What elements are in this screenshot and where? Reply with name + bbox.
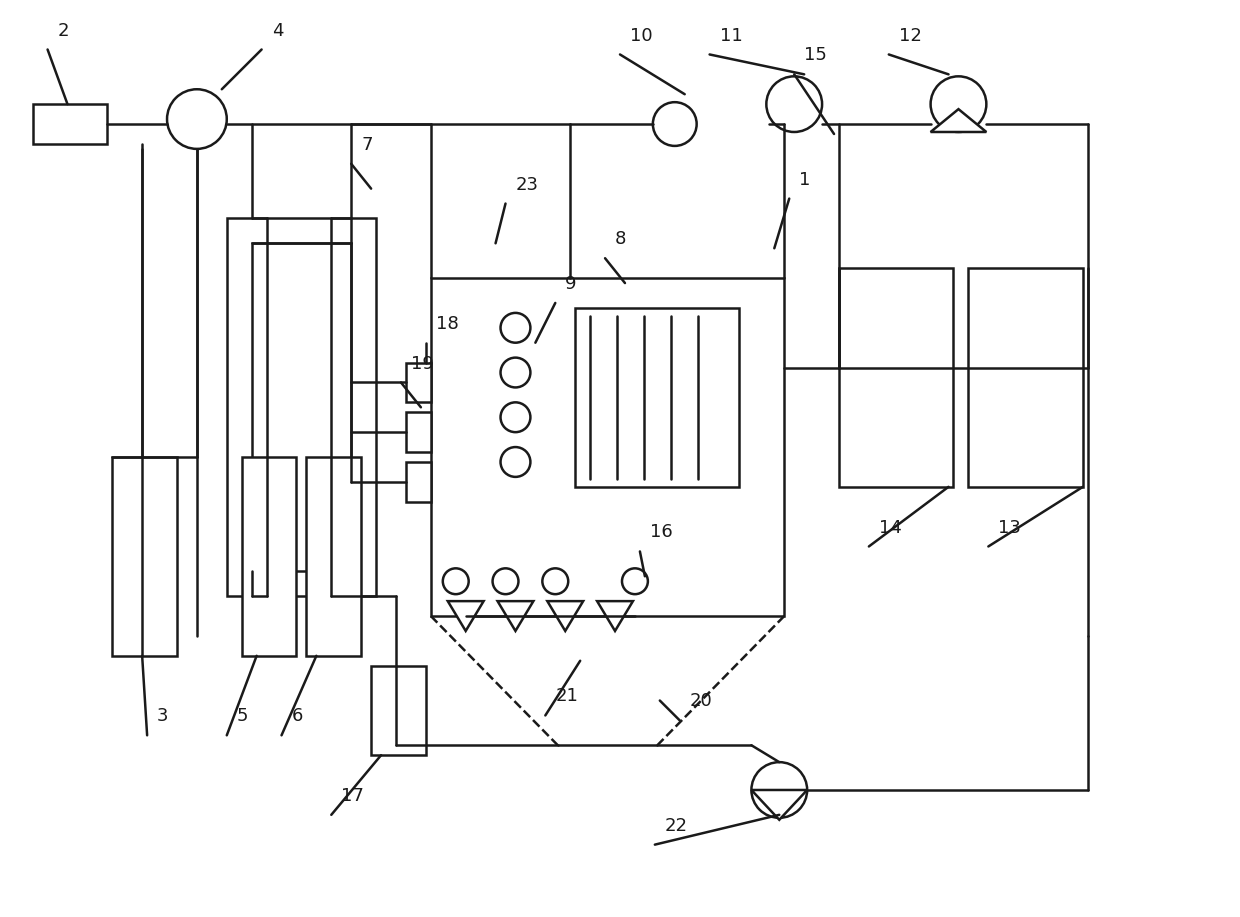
Circle shape [766, 76, 822, 132]
Polygon shape [751, 790, 807, 820]
Text: 21: 21 [556, 688, 578, 705]
Text: 1: 1 [800, 171, 811, 189]
Circle shape [167, 89, 227, 149]
Text: 19: 19 [410, 355, 434, 372]
Circle shape [542, 569, 568, 594]
Text: 9: 9 [565, 275, 577, 293]
Bar [371, 666, 425, 756]
Bar [430, 278, 784, 616]
Circle shape [652, 102, 697, 146]
Polygon shape [598, 602, 632, 631]
Text: 10: 10 [630, 27, 652, 45]
Bar [113, 457, 177, 656]
Circle shape [751, 762, 807, 818]
Text: 13: 13 [998, 518, 1022, 536]
Text: 16: 16 [650, 524, 672, 542]
Circle shape [501, 447, 531, 477]
Bar [227, 218, 376, 596]
Bar [839, 268, 954, 487]
Text: 22: 22 [665, 817, 688, 834]
Bar [575, 308, 739, 487]
Polygon shape [547, 602, 583, 631]
Circle shape [501, 313, 531, 343]
Bar [252, 243, 351, 571]
Bar [306, 457, 361, 656]
Bar [242, 457, 296, 656]
Text: 20: 20 [689, 692, 713, 711]
Text: 6: 6 [291, 707, 303, 725]
Circle shape [443, 569, 469, 594]
Text: 2: 2 [57, 22, 69, 39]
Polygon shape [930, 109, 986, 132]
Circle shape [501, 403, 531, 432]
Bar [405, 462, 430, 502]
Text: 14: 14 [879, 518, 901, 536]
Bar [405, 362, 430, 403]
Text: 23: 23 [516, 176, 538, 193]
Text: 8: 8 [615, 230, 626, 249]
Bar [32, 105, 108, 144]
Text: 18: 18 [435, 315, 459, 333]
Bar [405, 413, 430, 452]
Text: 17: 17 [341, 787, 365, 805]
Text: 11: 11 [719, 27, 743, 45]
Polygon shape [497, 602, 533, 631]
Text: 4: 4 [272, 22, 283, 39]
Text: 3: 3 [157, 707, 169, 725]
Text: 15: 15 [805, 47, 827, 64]
Circle shape [930, 76, 986, 132]
Bar [968, 268, 1083, 487]
Text: 5: 5 [237, 707, 248, 725]
Circle shape [501, 358, 531, 388]
Circle shape [622, 569, 647, 594]
Circle shape [492, 569, 518, 594]
Text: 12: 12 [899, 27, 921, 45]
Polygon shape [448, 602, 484, 631]
Text: 7: 7 [361, 136, 373, 154]
